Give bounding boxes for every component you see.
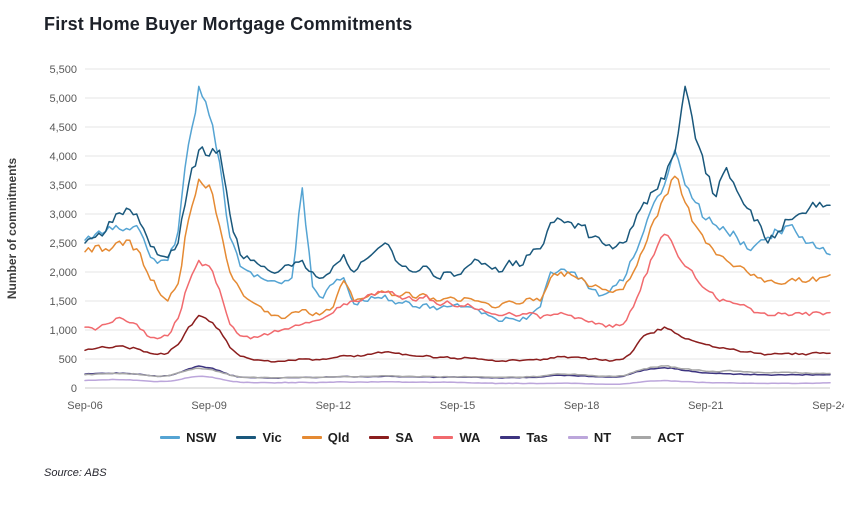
svg-text:Sep-24: Sep-24 — [812, 400, 844, 412]
svg-text:2,500: 2,500 — [49, 238, 77, 250]
legend-swatch-act — [631, 436, 652, 439]
svg-text:500: 500 — [59, 354, 77, 366]
chart-area: 0 500 1,000 1,500 2,000 2,500 3,000 3,500 4,000 4… — [0, 39, 844, 422]
svg-text:Sep-15: Sep-15 — [440, 400, 475, 412]
svg-text:1,500: 1,500 — [49, 296, 77, 308]
legend-swatch-wa — [433, 436, 454, 439]
svg-text:1,000: 1,000 — [49, 325, 77, 337]
legend-label-nsw: NSW — [186, 430, 217, 445]
legend-label-tas: Tas — [526, 430, 548, 445]
svg-text:4,000: 4,000 — [49, 151, 77, 163]
legend-label-qld: Qld — [327, 430, 350, 445]
svg-text:3,500: 3,500 — [49, 180, 77, 192]
legend-item-qld: Qld — [301, 430, 350, 445]
source-note: Source: ABS — [44, 467, 107, 479]
svg-text:Number of commitments: Number of commitments — [5, 158, 19, 300]
svg-text:Sep-09: Sep-09 — [191, 400, 226, 412]
legend-item-wa: WA — [433, 430, 480, 445]
legend-label-sa: SA — [395, 430, 414, 445]
legend-swatch-tas — [500, 436, 521, 439]
legend-item-nt: NT — [567, 430, 612, 445]
svg-text:4,500: 4,500 — [49, 122, 77, 134]
svg-text:5,500: 5,500 — [49, 64, 77, 76]
legend-swatch-sa — [369, 436, 390, 439]
chart-title: First Home Buyer Mortgage Commitments — [44, 14, 413, 34]
legend-item-nsw: NSW — [160, 430, 216, 445]
legend-label-nt: NT — [593, 430, 612, 445]
legend-swatch-vic — [236, 436, 257, 439]
svg-text:Sep-06: Sep-06 — [67, 400, 102, 412]
svg-text:Sep-12: Sep-12 — [316, 400, 351, 412]
legend-item-tas: Tas — [500, 430, 548, 445]
legend-item-act: ACT — [631, 430, 684, 445]
svg-text:Sep-21: Sep-21 — [688, 400, 723, 412]
chart-legend: NSW Vic Qld SA WA Tas NT ACT — [0, 430, 844, 445]
svg-text:5,000: 5,000 — [49, 93, 77, 105]
legend-swatch-nsw — [160, 436, 181, 439]
svg-text:3,000: 3,000 — [49, 209, 77, 221]
svg-text:0: 0 — [71, 383, 77, 395]
legend-item-sa: SA — [369, 430, 413, 445]
legend-label-vic: Vic — [262, 430, 282, 445]
legend-label-wa: WA — [459, 430, 481, 445]
legend-swatch-qld — [301, 436, 322, 439]
line-chart-svg: 0 500 1,000 1,500 2,000 2,500 3,000 3,500 4,000 4… — [5, 64, 844, 412]
svg-text:Sep-18: Sep-18 — [564, 400, 599, 412]
svg-text:2,000: 2,000 — [49, 267, 77, 279]
legend-swatch-nt — [567, 436, 588, 439]
legend-label-act: ACT — [657, 430, 684, 445]
legend-item-vic: Vic — [236, 430, 282, 445]
